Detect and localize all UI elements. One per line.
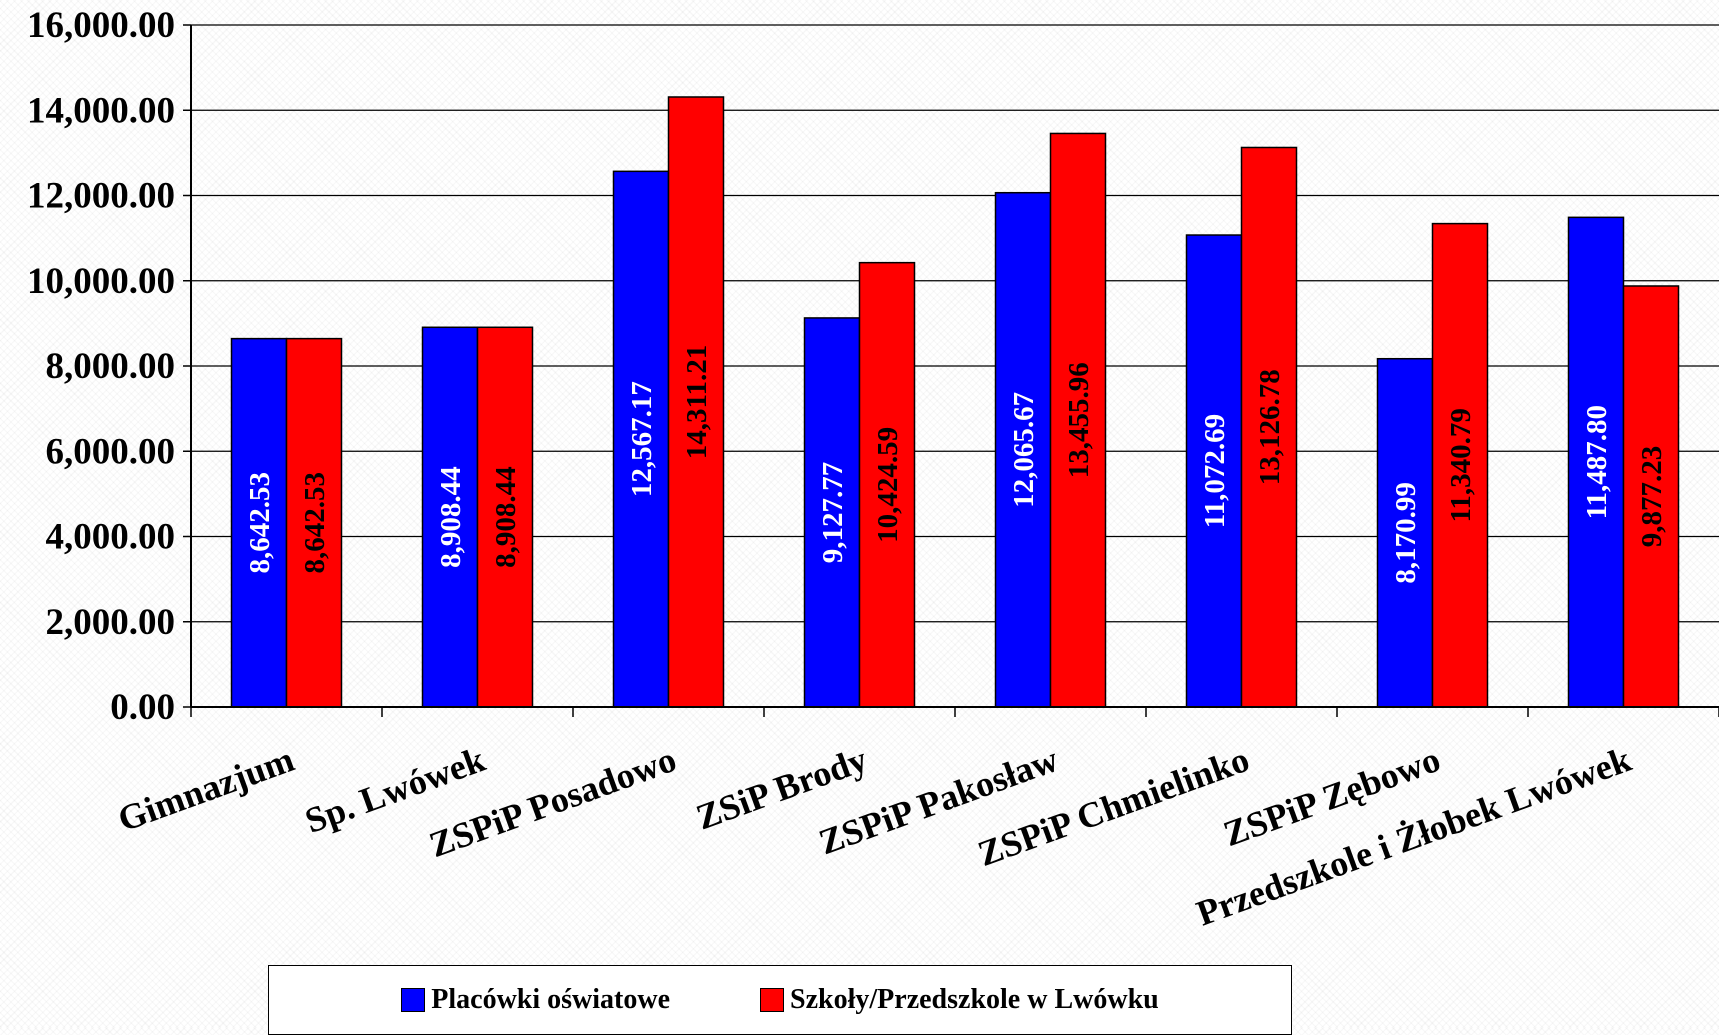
data-label: 11,340.79 [1445, 408, 1477, 522]
bar [230, 337, 288, 708]
bar [285, 337, 343, 708]
bar [994, 191, 1052, 708]
y-tick-label: 16,000.00 [27, 5, 175, 46]
data-label: 9,127.77 [817, 462, 849, 564]
y-tick-label: 2,000.00 [46, 602, 176, 643]
bars [230, 96, 1680, 708]
bar [1567, 216, 1625, 708]
y-axis-ticks: 0.00 2,000.00 4,000.00 6,000.00 8,000.00 10,0… [27, 5, 191, 728]
data-label: 12,065.67 [1008, 392, 1040, 508]
bar [667, 96, 725, 708]
data-label: 10,424.59 [872, 427, 904, 543]
data-label: 8,908.44 [490, 466, 522, 568]
bar [476, 326, 534, 708]
gridlines [191, 24, 1719, 623]
y-tick-label: 0.00 [110, 687, 175, 728]
bar [858, 261, 916, 708]
bar [1240, 146, 1298, 708]
legend-swatch-blue [401, 988, 426, 1012]
data-label: 9,877.23 [1636, 446, 1668, 548]
data-label: 11,072.69 [1199, 414, 1231, 528]
data-label: 8,908.44 [435, 466, 467, 568]
legend-swatch-red [760, 988, 785, 1012]
y-tick-label: 10,000.00 [27, 261, 175, 302]
data-label: 11,487.80 [1581, 405, 1613, 519]
data-label: 8,642.53 [299, 472, 331, 574]
bar [803, 317, 861, 708]
data-labels: 8,642.53 8,642.53 8,908.44 8,908.44 12,567.1… [244, 345, 1668, 584]
bar [1431, 222, 1489, 708]
y-tick-label: 6,000.00 [46, 431, 176, 472]
bar [1185, 234, 1243, 708]
data-label: 13,126.78 [1254, 369, 1286, 485]
legend-label: Placówki oświatowe [431, 984, 671, 1015]
x-category-label: Gimnazjum [113, 739, 300, 840]
y-tick-label: 4,000.00 [46, 517, 176, 558]
data-label: 12,567.17 [626, 381, 658, 497]
y-tick-label: 14,000.00 [27, 90, 175, 131]
data-label: 8,642.53 [244, 472, 276, 574]
data-label: 13,455.96 [1063, 362, 1095, 478]
legend-item-series-1: Szkoły/Przedszkole w Lwówku [760, 984, 1159, 1016]
y-tick-label: 8,000.00 [46, 346, 176, 387]
bar [421, 326, 479, 708]
bar [1622, 285, 1680, 708]
legend: Placówki oświatowe Szkoły/Przedszkole w … [268, 965, 1292, 1035]
y-tick-label: 12,000.00 [27, 176, 175, 217]
data-label: 14,311.21 [681, 345, 713, 459]
legend-item-series-0: Placówki oświatowe [401, 984, 670, 1016]
legend-label: Szkoły/Przedszkole w Lwówku [790, 984, 1159, 1015]
data-label: 8,170.99 [1390, 482, 1422, 584]
x-axis-ticks [190, 707, 1719, 717]
